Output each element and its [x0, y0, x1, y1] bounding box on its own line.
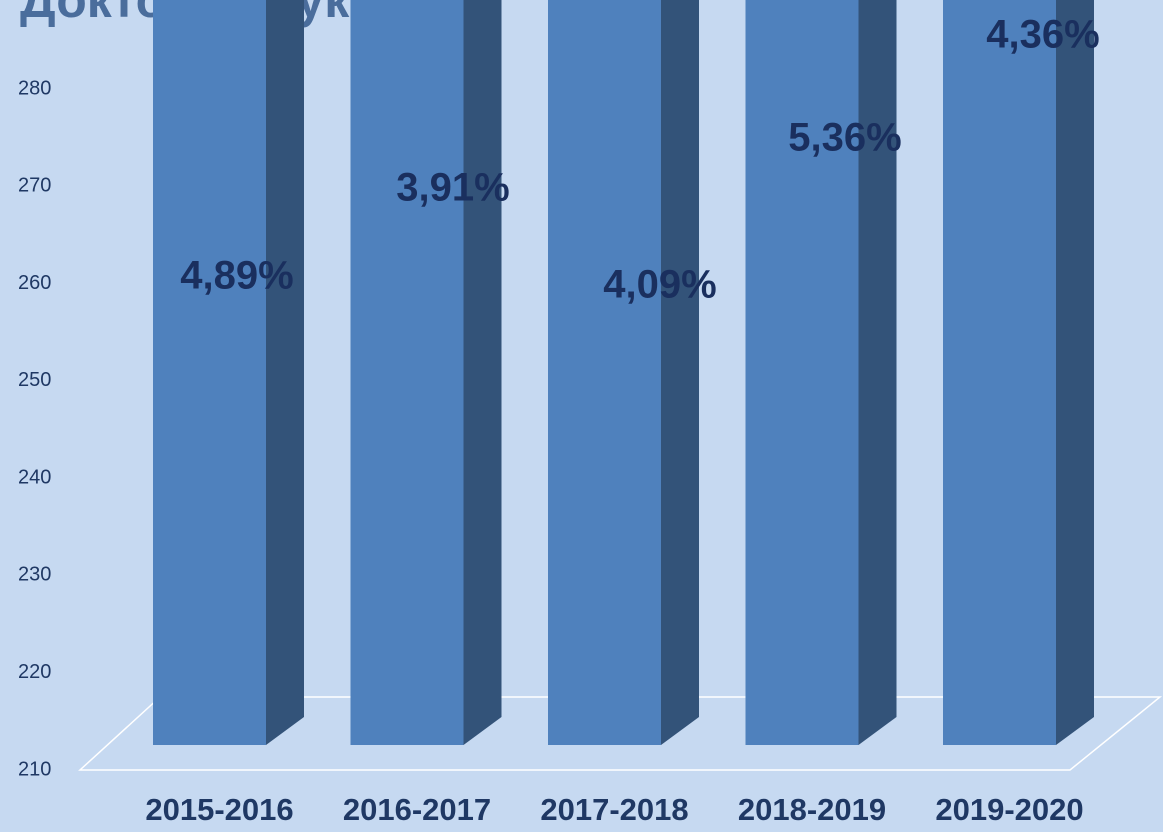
bar — [943, 0, 1094, 745]
y-tick-label: 210 — [18, 758, 51, 780]
x-tick-label: 2015-2016 — [145, 792, 293, 827]
y-tick-label: 240 — [18, 466, 51, 488]
annotation: 5,36% — [788, 116, 901, 160]
y-tick-label: 280 — [18, 77, 51, 99]
x-tick-label: 2017-2018 — [540, 792, 688, 827]
bar — [745, 0, 897, 745]
annotation: 4,09% — [603, 263, 716, 307]
bar-face — [858, 0, 897, 745]
floor — [78, 696, 1163, 771]
bar — [548, 0, 699, 745]
y-tick-label: 220 — [18, 661, 51, 683]
y-tick-label: 260 — [18, 272, 51, 294]
annotation: 4,89% — [180, 254, 293, 298]
bar-face — [1056, 0, 1094, 745]
bar-face — [745, 0, 859, 745]
bar — [153, 0, 304, 745]
x-tick-label: 2019-2020 — [935, 792, 1083, 827]
y-tick-label: 230 — [18, 564, 51, 586]
x-tick-label: 2016-2017 — [343, 792, 491, 827]
bar-face — [350, 0, 464, 745]
bar-face — [153, 0, 266, 745]
bar-face — [463, 0, 502, 745]
bar-face — [266, 0, 304, 745]
annotation: 3,91% — [396, 166, 509, 210]
x-tick-label: 2018-2019 — [738, 792, 886, 827]
y-tick-label: 270 — [18, 175, 51, 197]
bar-face — [548, 0, 661, 745]
bar-face — [943, 0, 1056, 745]
bar — [350, 0, 502, 745]
y-tick-label: 250 — [18, 369, 51, 391]
annotation: 4,36% — [986, 13, 1099, 57]
bar-face — [661, 0, 699, 745]
